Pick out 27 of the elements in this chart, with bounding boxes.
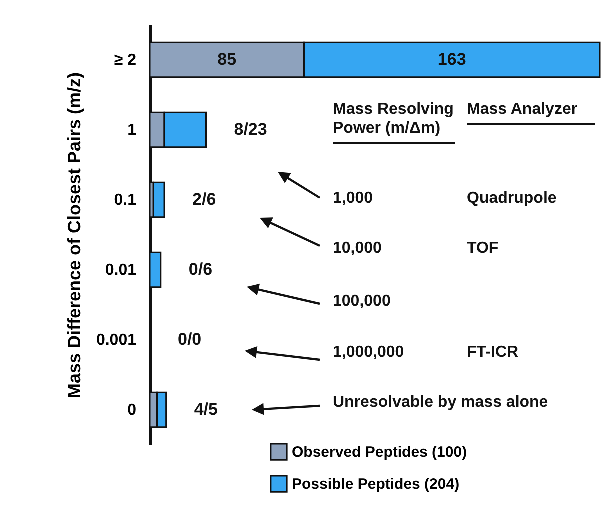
annotation: 100,000	[333, 293, 391, 311]
data-label: 163	[438, 50, 466, 69]
y-tick-label: 0.001	[96, 332, 137, 349]
annotation: Unresolvable by mass alone	[333, 394, 548, 412]
annotation: 10,000	[333, 240, 382, 258]
annotation: 1,000	[333, 190, 374, 208]
annotation: 1,000,000	[333, 344, 404, 362]
y-tick-label: 0	[128, 402, 137, 419]
y-axis-title: Mass Difference of Closest Pairs (m/z)	[64, 72, 84, 399]
annotation: 0/6	[188, 260, 213, 279]
annotation: 4/5	[194, 400, 218, 419]
data-label: 85	[218, 50, 237, 69]
annotation: FT-ICR	[467, 344, 519, 362]
bar	[152, 182, 166, 218]
annotation: Mass Analyzer	[467, 100, 595, 125]
annotation: 2/6	[192, 190, 216, 209]
y-tick-label: ≥ 2	[114, 52, 137, 69]
annotation: TOF	[467, 240, 499, 258]
annotation: Mass Resolving Power (m/Δm)	[333, 100, 455, 144]
legend-label: Observed Peptides (100)	[292, 444, 468, 461]
annotation: 8/23	[234, 120, 268, 139]
y-tick-label: 0.01	[105, 262, 137, 279]
annotation: Quadrupole	[467, 190, 557, 208]
y-tick-label: 0.1	[114, 192, 137, 209]
annotation: 0/0	[178, 330, 202, 349]
y-tick-label: 1	[128, 122, 137, 139]
legend-label: Possible Peptides (204)	[292, 476, 460, 493]
